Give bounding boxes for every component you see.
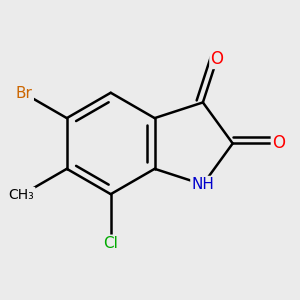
Text: CH₃: CH₃: [9, 188, 34, 202]
Text: O: O: [211, 50, 224, 68]
Text: Br: Br: [16, 86, 33, 101]
Text: NH: NH: [191, 177, 214, 192]
Text: O: O: [272, 134, 285, 152]
Text: Cl: Cl: [103, 236, 118, 251]
